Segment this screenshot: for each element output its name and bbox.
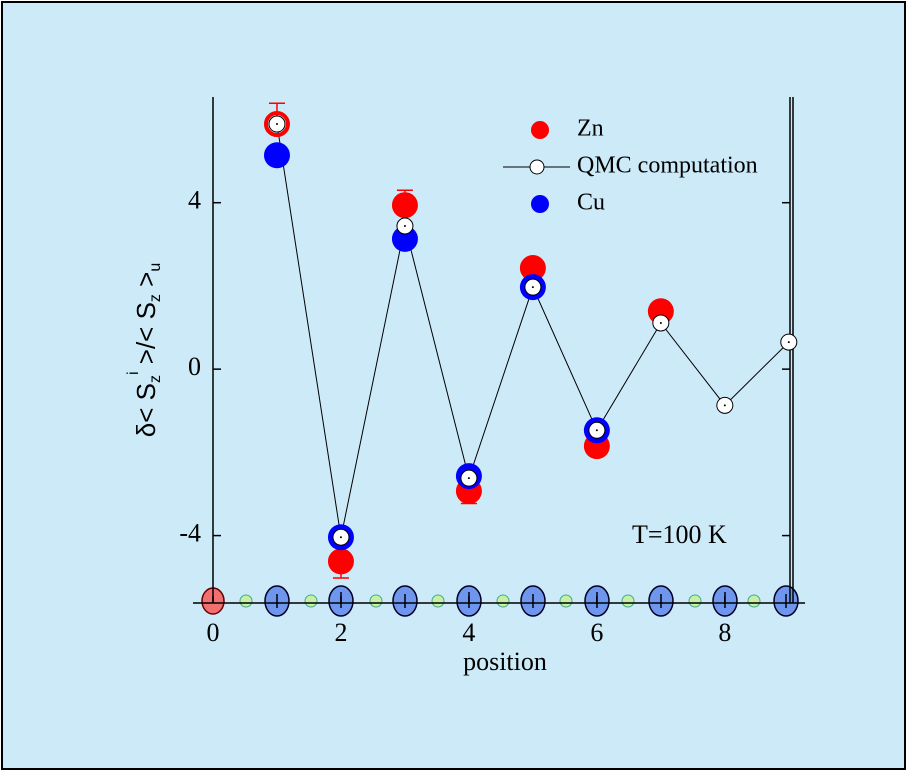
x-tick-label: 2 [334, 618, 347, 647]
legend-marker [531, 195, 549, 213]
y-label-part: >/< S [131, 302, 161, 371]
spin-site [239, 594, 253, 608]
spin-site [496, 594, 510, 608]
y-label-part: > [131, 272, 161, 294]
qmc-point-dot [723, 404, 726, 407]
annotation: T=100 K [632, 520, 727, 549]
spin-site [369, 594, 383, 608]
spin-site [304, 594, 318, 608]
y-tick-label: 0 [188, 352, 201, 381]
qmc-point-dot [403, 224, 406, 227]
legend-label: Cu [577, 190, 605, 216]
legend-marker [531, 121, 549, 139]
qmc-point-dot [275, 123, 278, 126]
qmc-point-dot [595, 429, 598, 432]
legend-label: QMC computation [577, 153, 758, 179]
qmc-point-dot [467, 477, 470, 480]
atom-chain [201, 585, 799, 617]
data-point [391, 225, 418, 252]
y-label-part: z [147, 294, 164, 302]
y-label-part: z [147, 375, 164, 383]
legend-marker [529, 159, 545, 175]
x-tick-label: 6 [590, 618, 603, 647]
spin-site [621, 594, 635, 608]
x-tick-label: 0 [207, 618, 220, 647]
data-point [327, 548, 354, 575]
data-point [519, 255, 546, 282]
qmc-point-dot [787, 341, 790, 344]
y-tick-label: -4 [179, 519, 201, 548]
legend-label: Zn [577, 116, 604, 142]
data-point [263, 111, 290, 138]
y-label-part: δ< S [131, 383, 161, 437]
spin-site [688, 594, 702, 608]
y-tick-label: 4 [188, 186, 201, 215]
spin-site [747, 594, 761, 608]
x-tick-label: 8 [718, 618, 731, 647]
spin-site [559, 594, 573, 608]
y-axis-label: δ< Szi >/< Sz >u [125, 263, 164, 438]
y-label-part: u [147, 263, 164, 272]
qmc-point-dot [659, 321, 662, 324]
y-label-part: i [125, 371, 142, 375]
spin-site [431, 594, 445, 608]
data-point [391, 192, 418, 219]
x-axis-label: position [463, 647, 547, 676]
qmc-point-dot [531, 286, 534, 289]
data-point [263, 142, 290, 169]
x-tick-label: 4 [462, 618, 475, 647]
qmc-point-dot [339, 536, 342, 539]
